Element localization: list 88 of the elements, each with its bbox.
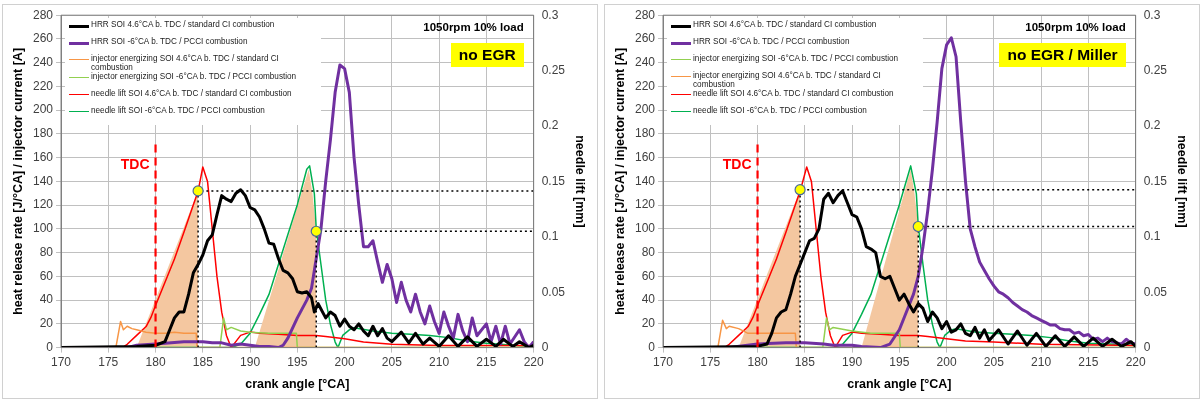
legend-label: injector energizing SOI -6°CA b. TDC / PCCI combustion	[91, 72, 298, 82]
x-tick-label: 170	[51, 355, 72, 370]
y-tick-label: 280	[634, 7, 656, 22]
x-tick-label: 210	[1031, 355, 1052, 370]
y2-tick-label: 0.1	[1143, 229, 1161, 244]
x-tick-label: 220	[1125, 355, 1146, 370]
y2-tick-label: 0.25	[1143, 62, 1168, 77]
y2-tick-label: 0.1	[541, 229, 559, 244]
y-tick-label: 240	[32, 55, 54, 69]
y-tick-label: 0	[648, 339, 656, 354]
legend-label: needle lift SOI 4.6°CA b. TDC / standard CI combustion	[91, 89, 293, 99]
annotation: no EGR	[450, 43, 524, 68]
y2-tick-label: 0.2	[1143, 118, 1161, 133]
x-tick-label: 200	[936, 355, 957, 370]
y-tick-label: 100	[32, 221, 54, 236]
y-tick-label: 120	[634, 197, 656, 212]
x-tick-label: 180	[747, 355, 768, 370]
x-tick-label: 190	[240, 355, 261, 370]
annotation: no EGR / Miller	[999, 43, 1126, 68]
y2-tick-label: 0.2	[541, 118, 559, 133]
x-tick-label: 205	[983, 355, 1005, 370]
legend-label: needle lift SOI 4.6°CA b. TDC / standard CI combustion	[693, 89, 895, 99]
y-tick-label: 280	[32, 7, 54, 22]
y-tick-label: 140	[32, 173, 54, 188]
y2-axis-title: needle lift [mm]	[1175, 135, 1190, 228]
y-tick-label: 0	[46, 339, 54, 354]
y-tick-label: 20	[39, 316, 54, 331]
x-tick-label: 175	[98, 355, 119, 370]
ref-line-label: TDC	[120, 155, 150, 172]
y-tick-label: 180	[634, 126, 656, 141]
y2-axis-title: needle lift [mm]	[573, 135, 588, 228]
y-tick-label: 80	[641, 244, 656, 259]
y-axis-title: heat release rate [J/°CA] / injector current [A]	[612, 47, 627, 315]
legend-label: HRR SOI 4.6°CA b. TDC / standard CI combustion	[693, 20, 878, 30]
y-tick-label: 100	[634, 221, 656, 236]
y-tick-label: 220	[32, 78, 54, 93]
y-tick-label: 60	[641, 268, 656, 283]
y-tick-label: 260	[32, 31, 54, 46]
y-tick-label: 60	[39, 268, 54, 283]
y-tick-label: 120	[32, 197, 54, 212]
annotation: 1050rpm 10% load	[423, 21, 524, 34]
x-tick-label: 195	[287, 355, 308, 370]
y-tick-label: 220	[634, 78, 656, 93]
x-tick-label: 190	[842, 355, 863, 370]
annotation: 1050rpm 10% load	[1025, 21, 1126, 34]
x-axis-title: crank angle [°CA]	[245, 376, 350, 391]
x-axis-title: crank angle [°CA]	[847, 376, 952, 391]
y-tick-label: 140	[634, 173, 656, 188]
y2-tick-label: 0.25	[541, 62, 566, 77]
y-tick-label: 180	[32, 126, 54, 141]
legend-label: HRR SOI 4.6°CA b. TDC / standard CI combustion	[91, 20, 276, 30]
y2-tick-label: 0	[1143, 339, 1151, 354]
y-tick-label: 40	[641, 292, 656, 307]
y-tick-label: 80	[39, 244, 54, 259]
x-tick-label: 210	[429, 355, 450, 370]
legend-label: HRR SOI -6°CA b. TDC / PCCI combustion	[91, 37, 249, 47]
y-tick-label: 20	[641, 316, 656, 331]
y-tick-label: 240	[634, 55, 656, 69]
x-tick-label: 220	[523, 355, 544, 370]
y2-tick-label: 0.15	[541, 173, 566, 188]
y-tick-label: 160	[634, 149, 656, 164]
x-tick-label: 175	[700, 355, 721, 370]
x-tick-label: 205	[381, 355, 403, 370]
legend-label: injector energizing SOI -6°CA b. TDC / PCCI combustion	[693, 54, 900, 64]
y-axis-title: heat release rate [J/°CA] / injector current [A]	[10, 47, 25, 315]
y2-tick-label: 0.05	[541, 284, 566, 299]
x-tick-label: 185	[794, 355, 816, 370]
x-tick-label: 215	[476, 355, 497, 370]
x-tick-label: 195	[889, 355, 910, 370]
y2-tick-label: 0.3	[541, 7, 559, 22]
legend-label: needle lift SOI -6°CA b. TDC / PCCI combustion	[693, 106, 868, 116]
y-tick-label: 200	[634, 102, 656, 117]
y-tick-label: 260	[634, 31, 656, 46]
x-tick-label: 215	[1078, 355, 1099, 370]
y2-tick-label: 0.15	[1143, 173, 1168, 188]
legend-label: needle lift SOI -6°CA b. TDC / PCCI combustion	[91, 106, 266, 116]
y2-tick-label: 0.05	[1143, 284, 1168, 299]
legend-label: HRR SOI -6°CA b. TDC / PCCI combustion	[693, 37, 851, 47]
x-tick-label: 185	[192, 355, 214, 370]
x-tick-label: 170	[653, 355, 674, 370]
x-tick-label: 180	[145, 355, 166, 370]
y2-tick-label: 0.3	[1143, 7, 1161, 22]
ref-line-label: TDC	[722, 155, 752, 172]
y-tick-label: 200	[32, 102, 54, 117]
y-tick-label: 160	[32, 149, 54, 164]
x-tick-label: 200	[334, 355, 355, 370]
y-tick-label: 40	[39, 292, 54, 307]
y2-tick-label: 0	[541, 339, 549, 354]
